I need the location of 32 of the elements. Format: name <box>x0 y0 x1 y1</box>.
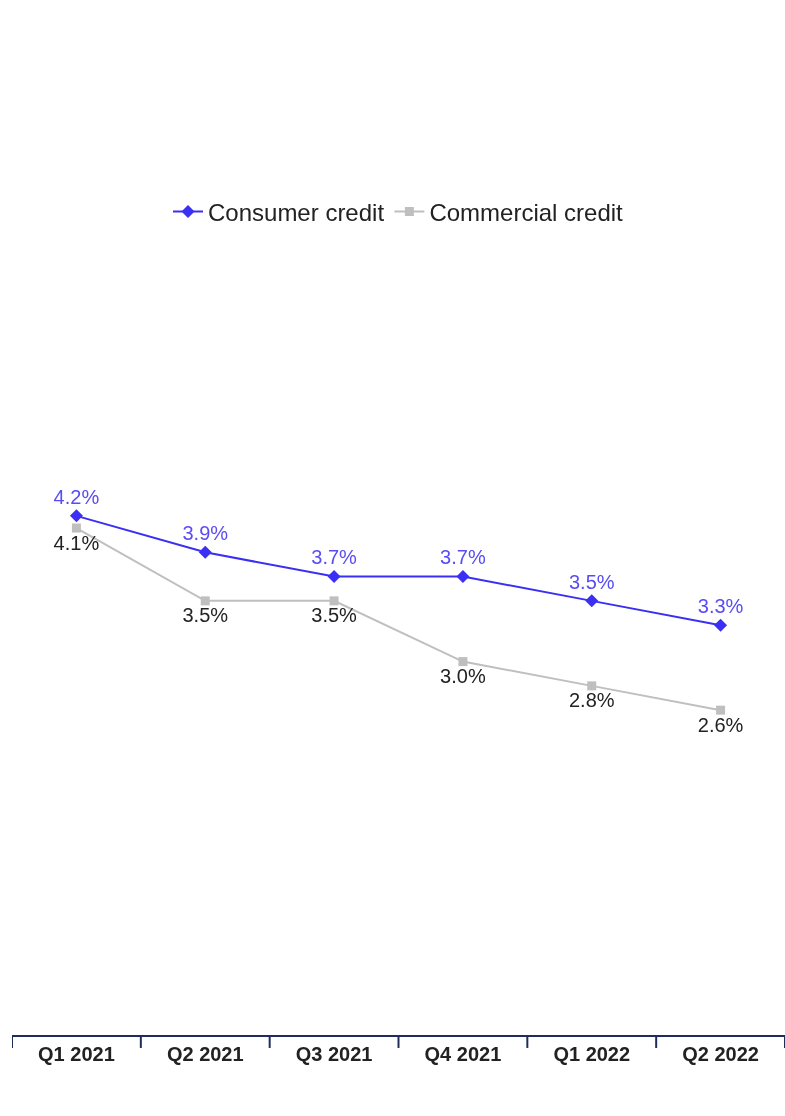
data-label: 4.1% <box>53 531 100 554</box>
x-tick-label: Q1 2022 <box>553 1043 631 1065</box>
data-label: 3.5% <box>311 604 358 627</box>
point <box>714 618 728 632</box>
data-label: 3.5% <box>568 570 615 593</box>
x-tick-label: Q2 2022 <box>682 1043 759 1065</box>
legend-label: Commercial credit <box>429 198 624 226</box>
x-tick-label: Q4 2021 <box>424 1043 502 1065</box>
data-label: 3.5% <box>182 604 229 627</box>
data-label: 3.0% <box>440 665 486 688</box>
data-label: 3.9% <box>182 522 229 545</box>
point <box>585 594 599 608</box>
point <box>200 596 210 606</box>
legend-label: Consumer credit <box>208 198 385 226</box>
data-label: 4.2% <box>53 485 100 508</box>
point <box>458 657 468 667</box>
x-tick-label: Q3 2021 <box>295 1043 373 1065</box>
point <box>198 545 212 559</box>
x-tick-label: Q2 2021 <box>166 1043 244 1065</box>
point <box>69 509 83 523</box>
point <box>71 523 81 533</box>
point <box>329 596 339 606</box>
point <box>587 681 597 691</box>
point <box>456 570 470 584</box>
data-label: 3.7% <box>311 546 358 569</box>
data-label: 2.6% <box>697 713 744 736</box>
data-label: 3.3% <box>697 594 744 617</box>
point <box>716 705 726 715</box>
point <box>327 570 341 584</box>
x-tick-label: Q1 2021 <box>38 1043 115 1065</box>
data-label: 3.7% <box>440 546 486 569</box>
data-label: 2.8% <box>568 689 615 712</box>
